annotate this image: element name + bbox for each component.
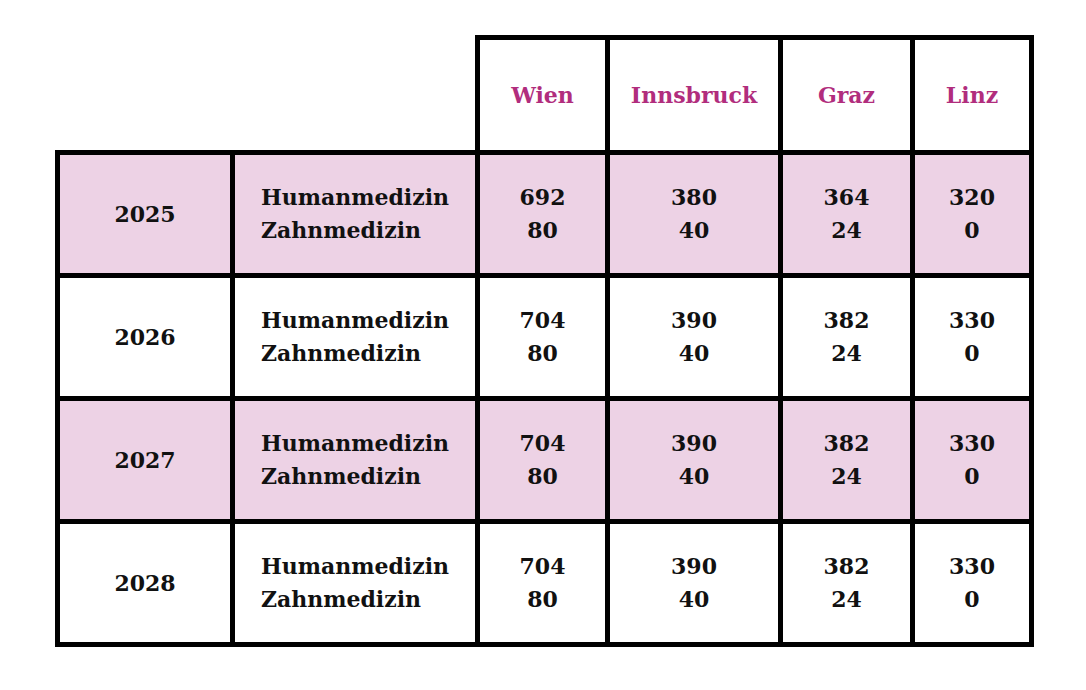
value-zahnmedizin: 24 xyxy=(783,337,910,370)
value-zahnmedizin: 24 xyxy=(783,460,910,493)
table-row-2025: 2025 Humanmedizin Zahnmedizin 692 80 380… xyxy=(58,153,1032,276)
value-cell-linz: 330 0 xyxy=(913,276,1032,399)
value-humanmedizin: 382 xyxy=(783,427,910,460)
value-humanmedizin: 330 xyxy=(915,427,1029,460)
value-cell-wien: 692 80 xyxy=(478,153,608,276)
subject-humanmedizin-label: Humanmedizin xyxy=(261,181,449,214)
subject-cell: Humanmedizin Zahnmedizin xyxy=(233,153,478,276)
value-cell-innsbruck: 390 40 xyxy=(608,522,781,645)
value-zahnmedizin: 40 xyxy=(610,583,778,616)
year-cell: 2025 xyxy=(58,153,233,276)
value-zahnmedizin: 80 xyxy=(480,214,605,247)
value-cell-wien: 704 80 xyxy=(478,399,608,522)
value-humanmedizin: 704 xyxy=(480,304,605,337)
value-zahnmedizin: 80 xyxy=(480,460,605,493)
subject-humanmedizin-label: Humanmedizin xyxy=(261,304,449,337)
value-zahnmedizin: 80 xyxy=(480,583,605,616)
value-zahnmedizin: 40 xyxy=(610,337,778,370)
subject-lines: Humanmedizin Zahnmedizin xyxy=(261,304,449,370)
value-humanmedizin: 390 xyxy=(610,550,778,583)
admission-table: Wien Innsbruck Graz Linz 2025 Humanmediz… xyxy=(55,35,1034,647)
subject-lines: Humanmedizin Zahnmedizin xyxy=(261,550,449,616)
admission-table-wrap: Wien Innsbruck Graz Linz 2025 Humanmediz… xyxy=(55,35,1034,647)
table-header-row: Wien Innsbruck Graz Linz xyxy=(58,38,1032,153)
subject-lines: Humanmedizin Zahnmedizin xyxy=(261,427,449,493)
value-cell-innsbruck: 390 40 xyxy=(608,399,781,522)
value-humanmedizin: 320 xyxy=(915,181,1029,214)
subject-zahnmedizin-label: Zahnmedizin xyxy=(261,214,449,247)
value-humanmedizin: 704 xyxy=(480,427,605,460)
header-spacer xyxy=(58,38,478,153)
subject-humanmedizin-label: Humanmedizin xyxy=(261,550,449,583)
subject-humanmedizin-label: Humanmedizin xyxy=(261,427,449,460)
value-cell-linz: 330 0 xyxy=(913,522,1032,645)
value-cell-linz: 330 0 xyxy=(913,399,1032,522)
value-zahnmedizin: 0 xyxy=(915,583,1029,616)
subject-zahnmedizin-label: Zahnmedizin xyxy=(261,337,449,370)
table-row-2026: 2026 Humanmedizin Zahnmedizin 704 80 390… xyxy=(58,276,1032,399)
table-row-2028: 2028 Humanmedizin Zahnmedizin 704 80 390… xyxy=(58,522,1032,645)
value-zahnmedizin: 24 xyxy=(783,583,910,616)
value-zahnmedizin: 0 xyxy=(915,337,1029,370)
year-cell: 2027 xyxy=(58,399,233,522)
value-humanmedizin: 330 xyxy=(915,304,1029,337)
value-zahnmedizin: 80 xyxy=(480,337,605,370)
value-cell-graz: 364 24 xyxy=(781,153,913,276)
value-humanmedizin: 704 xyxy=(480,550,605,583)
value-zahnmedizin: 0 xyxy=(915,214,1029,247)
header-cell-innsbruck: Innsbruck xyxy=(608,38,781,153)
value-cell-graz: 382 24 xyxy=(781,276,913,399)
value-cell-innsbruck: 390 40 xyxy=(608,276,781,399)
value-humanmedizin: 364 xyxy=(783,181,910,214)
subject-cell: Humanmedizin Zahnmedizin xyxy=(233,276,478,399)
page: Wien Innsbruck Graz Linz 2025 Humanmediz… xyxy=(0,0,1086,690)
value-zahnmedizin: 24 xyxy=(783,214,910,247)
subject-zahnmedizin-label: Zahnmedizin xyxy=(261,583,449,616)
year-cell: 2028 xyxy=(58,522,233,645)
value-humanmedizin: 692 xyxy=(480,181,605,214)
table-row-2027: 2027 Humanmedizin Zahnmedizin 704 80 390… xyxy=(58,399,1032,522)
value-cell-wien: 704 80 xyxy=(478,522,608,645)
value-zahnmedizin: 0 xyxy=(915,460,1029,493)
value-humanmedizin: 380 xyxy=(610,181,778,214)
subject-lines: Humanmedizin Zahnmedizin xyxy=(261,181,449,247)
value-humanmedizin: 382 xyxy=(783,550,910,583)
year-cell: 2026 xyxy=(58,276,233,399)
value-cell-linz: 320 0 xyxy=(913,153,1032,276)
header-cell-wien: Wien xyxy=(478,38,608,153)
value-humanmedizin: 330 xyxy=(915,550,1029,583)
value-cell-wien: 704 80 xyxy=(478,276,608,399)
value-zahnmedizin: 40 xyxy=(610,460,778,493)
value-cell-graz: 382 24 xyxy=(781,522,913,645)
header-cell-linz: Linz xyxy=(913,38,1032,153)
value-humanmedizin: 390 xyxy=(610,304,778,337)
subject-cell: Humanmedizin Zahnmedizin xyxy=(233,399,478,522)
value-humanmedizin: 390 xyxy=(610,427,778,460)
value-cell-graz: 382 24 xyxy=(781,399,913,522)
value-cell-innsbruck: 380 40 xyxy=(608,153,781,276)
value-zahnmedizin: 40 xyxy=(610,214,778,247)
header-cell-graz: Graz xyxy=(781,38,913,153)
subject-zahnmedizin-label: Zahnmedizin xyxy=(261,460,449,493)
value-humanmedizin: 382 xyxy=(783,304,910,337)
subject-cell: Humanmedizin Zahnmedizin xyxy=(233,522,478,645)
